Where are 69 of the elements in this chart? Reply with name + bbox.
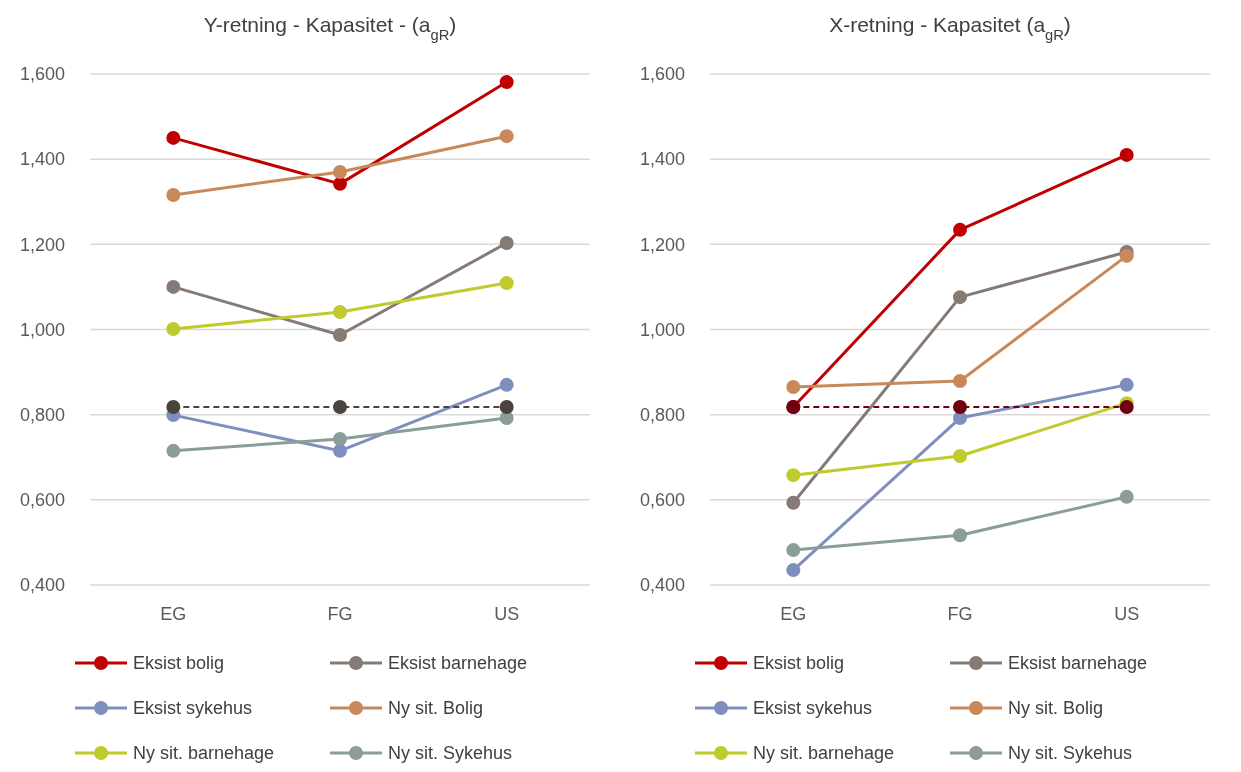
y-tick-label: 0,400 [19,575,65,596]
legend-label: Ny sit. Sykehus [1008,743,1133,764]
point [333,431,347,446]
legend-label: Ny sit. Bolig [388,698,484,719]
y-tick-label: 0,800 [19,404,65,425]
point [166,279,181,294]
point [499,236,514,251]
x-tick-label: US [1114,604,1140,624]
point [333,305,347,320]
point [1119,489,1134,504]
point [786,495,801,510]
point [953,448,967,463]
y-tick-label: 1,200 [639,234,685,255]
point [1119,400,1134,414]
x-tick-label: US [494,604,520,624]
point [953,374,967,389]
x-tick-label: EG [160,604,187,624]
y-tick-label: 0,400 [639,575,685,596]
point [166,443,181,458]
point [333,328,347,343]
y-tick-label: 1,400 [19,149,65,170]
point [333,176,347,191]
chart-title: X-retning - Kapasitet (a$_{gR}$) [829,13,1071,43]
y-tick-label: 1,600 [639,64,685,85]
y-tick-label: 0,600 [639,490,685,511]
point [166,400,181,414]
legend-label: Eksist barnehage [388,653,528,674]
legend-label: Ny sit. Sykehus [388,743,513,764]
legend-label: Eksist sykehus [133,698,253,719]
point [953,528,967,543]
y-tick-label: 1,600 [19,64,65,85]
point [1119,377,1134,392]
point [499,276,514,291]
point [953,290,967,305]
point [166,187,181,202]
legend-label: Ny sit. Bolig [1008,698,1104,719]
point [166,130,181,145]
point [1119,248,1134,263]
point [499,129,514,144]
point [953,222,967,237]
point [499,75,514,90]
legend-label: Ny sit. barnehage [133,743,275,764]
legend-label: Eksist bolig [133,653,225,674]
point [499,377,514,392]
point [786,563,801,578]
x-tick-label: FG [327,604,353,624]
point [786,543,801,558]
legend-label: Ny sit. barnehage [753,743,895,764]
point [333,164,347,179]
legend-label: Eksist sykehus [753,698,873,719]
point [1119,147,1134,162]
y-tick-label: 0,600 [19,490,65,511]
y-tick-label: 1,200 [19,234,65,255]
point [953,400,967,414]
legend-label: Eksist barnehage [1008,653,1148,674]
point [499,400,514,414]
x-tick-label: FG [947,604,973,624]
legend-label: Eksist bolig [753,653,845,674]
chart-title: Y-retning - Kapasitet - (a$_{gR}$) [203,13,457,43]
point [786,379,801,394]
point [166,322,181,337]
point [333,400,347,414]
y-tick-label: 1,000 [19,319,65,340]
y-tick-label: 1,000 [639,319,685,340]
point [333,443,347,458]
point [786,468,801,483]
y-tick-label: 1,400 [639,149,685,170]
x-tick-label: EG [780,604,807,624]
y-tick-label: 0,800 [639,404,685,425]
